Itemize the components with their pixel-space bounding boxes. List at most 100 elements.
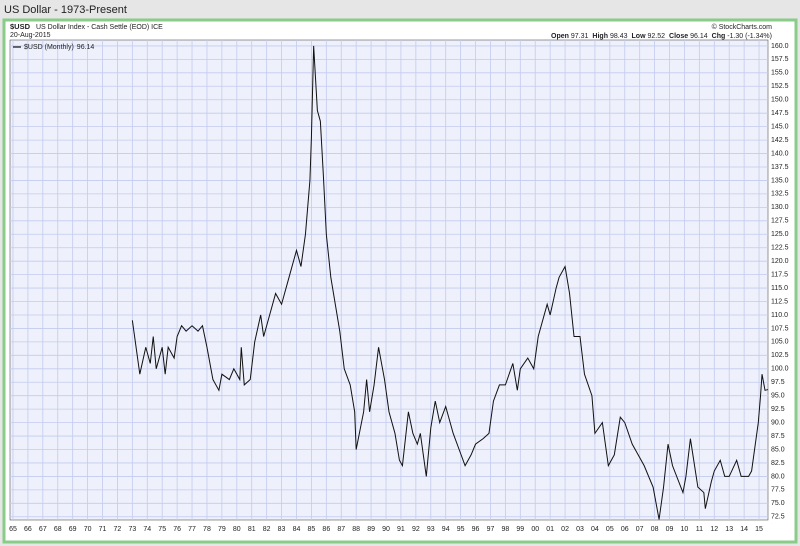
x-tick-label: 80 [233, 526, 241, 533]
quote-label: Close [669, 33, 688, 40]
y-tick-label: 102.5 [771, 352, 789, 359]
y-tick-label: 150.0 [771, 97, 789, 104]
y-tick-label: 95.0 [771, 393, 785, 400]
y-tick-label: 137.5 [771, 164, 789, 171]
x-tick-label: 97 [487, 526, 495, 533]
x-tick-label: 92 [412, 526, 420, 533]
y-tick-label: 77.5 [771, 487, 785, 494]
x-tick-label: 99 [516, 526, 524, 533]
x-tick-label: 71 [99, 526, 107, 533]
y-tick-label: 122.5 [771, 245, 789, 252]
y-tick-label: 147.5 [771, 110, 789, 117]
x-tick-label: 87 [337, 526, 345, 533]
x-tick-label: 86 [322, 526, 330, 533]
y-tick-label: 157.5 [771, 56, 789, 63]
y-tick-label: 112.5 [771, 298, 788, 305]
y-tick-label: 80.0 [771, 473, 785, 480]
y-tick-label: 155.0 [771, 70, 789, 77]
x-tick-label: 84 [293, 526, 301, 533]
x-tick-label: 76 [173, 526, 181, 533]
x-tick-label: 81 [248, 526, 256, 533]
x-tick-label: 78 [203, 526, 211, 533]
x-tick-label: 06 [621, 526, 629, 533]
y-tick-label: 140.0 [771, 150, 789, 157]
x-tick-label: 72 [114, 526, 122, 533]
marks: $USD (Monthly) 96.14 [13, 44, 769, 520]
chart-title: US Dollar - 1973-Present [4, 4, 127, 16]
x-tick-label: 14 [740, 526, 748, 533]
date: 20-Aug-2015 [10, 32, 51, 39]
y-tick-label: 82.5 [771, 460, 785, 467]
source: © StockCharts.com [712, 23, 773, 31]
quote-label: High [592, 33, 608, 40]
x-tick-label: 94 [442, 526, 450, 533]
y-tick-label: 132.5 [771, 191, 789, 198]
legend-label: $USD (Monthly) [24, 44, 74, 51]
y-tick-label: 152.5 [771, 83, 789, 90]
x-tick-label: 95 [457, 526, 465, 533]
y-tick-label: 75.0 [771, 500, 785, 507]
x-tick-label: 93 [427, 526, 435, 533]
y-tick-label: 97.5 [771, 379, 785, 386]
y-tick-label: 105.0 [771, 339, 789, 346]
x-tick-label: 05 [606, 526, 614, 533]
x-tick-label: 15 [755, 526, 763, 533]
quote-value: 96.14 [690, 33, 708, 40]
x-tick-label: 74 [143, 526, 151, 533]
x-tick-label: 66 [24, 526, 32, 533]
x-tick-label: 00 [531, 526, 539, 533]
quote: Open 97.31 High 98.43 Low 92.52 Close 96.14 Chg -… [551, 33, 772, 40]
x-tick-label: 68 [54, 526, 62, 533]
y-tick-label: 107.5 [771, 325, 789, 332]
y-tick-label: 90.0 [771, 419, 785, 426]
x-tick-label: 90 [382, 526, 390, 533]
x-tick-label: 01 [546, 526, 554, 533]
y-tick-label: 87.5 [771, 433, 785, 440]
price-line [131, 45, 769, 520]
plot-area [9, 39, 769, 521]
x-tick-label: 02 [561, 526, 569, 533]
y-tick-label: 125.0 [771, 231, 789, 238]
y-tick-label: 160.0 [771, 43, 789, 50]
y-tick-label: 100.0 [771, 366, 789, 373]
x-tick-label: 79 [218, 526, 226, 533]
y-tick-label: 145.0 [771, 123, 789, 130]
y-tick-label: 127.5 [771, 218, 789, 225]
x-tick-label: 96 [472, 526, 480, 533]
quote-label: Chg [712, 33, 726, 40]
x-tick-label: 03 [576, 526, 584, 533]
y-tick-label: 117.5 [771, 271, 788, 278]
x-tick-label: 12 [710, 526, 718, 533]
x-tick-label: 09 [666, 526, 674, 533]
x-tick-label: 04 [591, 526, 599, 533]
x-tick-label: 77 [188, 526, 196, 533]
x-tick-label: 85 [308, 526, 316, 533]
x-tick-label: 65 [9, 526, 17, 533]
quote-value: 92.52 [648, 33, 666, 40]
x-tick-label: 13 [725, 526, 733, 533]
x-tick-label: 83 [278, 526, 286, 533]
quote-text: Open 97.31 High 98.43 Low 92.52 Close 96.14 Chg -… [551, 33, 772, 40]
quote-value: 98.43 [610, 33, 628, 40]
x-tick-label: 75 [158, 526, 166, 533]
quote-value: -1.30 (-1.34%) [727, 33, 772, 40]
x-tick-label: 70 [84, 526, 92, 533]
symbol: $USD [10, 22, 31, 31]
quote-value: 97.31 [571, 33, 589, 40]
x-tick-label: 89 [367, 526, 375, 533]
x-tick-label: 88 [352, 526, 360, 533]
x-tick-label: 82 [263, 526, 271, 533]
description: US Dollar Index - Cash Settle (EOD) ICE [36, 24, 163, 31]
x-tick-label: 98 [501, 526, 509, 533]
y-tick-label: 130.0 [771, 204, 789, 211]
x-tick-label: 67 [39, 526, 47, 533]
x-tick-label: 73 [128, 526, 136, 533]
x-tick-label: 69 [69, 526, 77, 533]
y-tick-label: 92.5 [771, 406, 785, 413]
y-tick-label: 142.5 [771, 137, 789, 144]
x-tick-label: 11 [696, 526, 703, 533]
x-tick-label: 07 [636, 526, 644, 533]
y-tick-label: 110.0 [771, 312, 788, 319]
y-tick-label: 115.0 [771, 285, 788, 292]
